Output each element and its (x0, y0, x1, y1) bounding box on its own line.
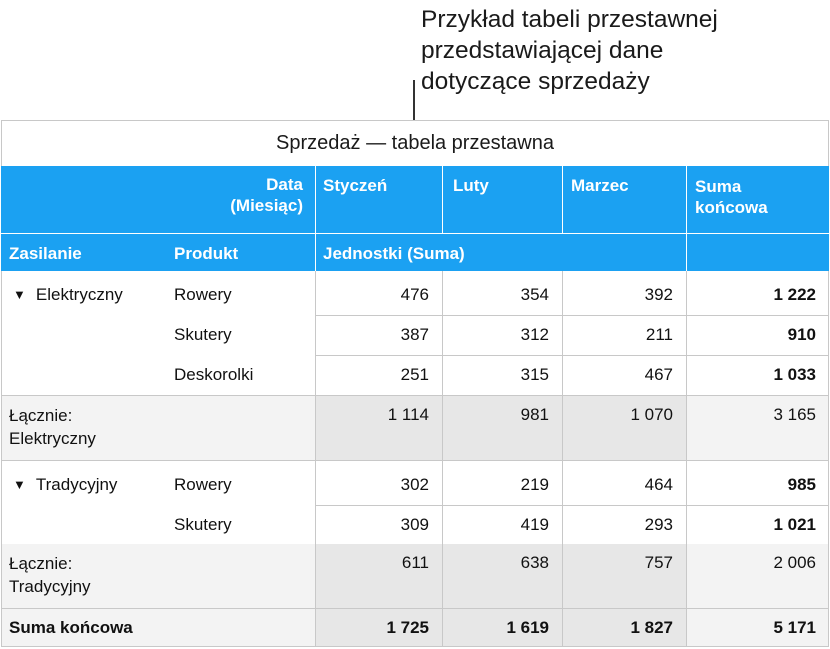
header-date-label: Data (Miesiąc) (161, 174, 315, 216)
header-date-line2: (Miesiąc) (230, 196, 303, 215)
header-date-line1: Data (266, 175, 303, 194)
subtotal-total: 2 006 (773, 553, 816, 572)
grid-line (1, 608, 829, 609)
value-cell: 312 (520, 325, 549, 344)
table-title: Sprzedaż — tabela przestawna (1, 120, 829, 166)
subtotal-label-bg (1, 544, 315, 608)
grand-total-total-bg (687, 609, 829, 647)
row-total-cell: 1 021 (773, 515, 816, 534)
value-cell: 293 (644, 515, 673, 534)
grand-total-label-bg (1, 609, 315, 647)
triangle-down-icon[interactable]: ▼ (13, 287, 26, 302)
grid-line (316, 355, 829, 356)
subheader-produkt: Produkt (174, 244, 239, 264)
header-month-2: Luty (453, 176, 489, 196)
header-total-line2: końcowa (695, 198, 768, 217)
value-cell: 387 (400, 325, 429, 344)
grand-total-values-bg (316, 609, 686, 647)
product-cell: Skutery (174, 325, 232, 344)
pivot-table: Sprzedaż — tabela przestawna Data (Miesi… (1, 120, 829, 647)
grid-line (1, 460, 829, 461)
subtotal-label-line1: Łącznie: (9, 554, 73, 573)
header-divider (686, 166, 687, 271)
subtotal-values-bg (316, 544, 686, 608)
header-divider (315, 166, 316, 271)
grand-total-total: 5 171 (773, 618, 816, 637)
callout-line-2: przedstawiającej dane (421, 37, 664, 64)
value-cell: 419 (520, 515, 549, 534)
grand-total-value: 1 725 (386, 618, 429, 637)
value-cell: 467 (644, 365, 673, 384)
value-cell: 211 (645, 325, 673, 344)
subtotal-label: Łącznie: Elektryczny (9, 404, 96, 450)
grid-line (828, 271, 829, 647)
row-total-cell: 985 (787, 475, 816, 494)
grid-line (316, 505, 829, 506)
triangle-down-icon[interactable]: ▼ (13, 477, 26, 492)
subheader-zasilanie: Zasilanie (9, 244, 82, 264)
group-name: Elektryczny (35, 285, 123, 304)
subtotal-label-line2: Elektryczny (9, 429, 96, 448)
header-total: Suma końcowa (695, 176, 768, 218)
subtotal-value: 611 (401, 553, 429, 572)
product-cell: Rowery (174, 475, 232, 494)
subtotal-value: 1 070 (630, 405, 673, 424)
header-month-3: Marzec (571, 176, 629, 196)
subtotal-value: 757 (644, 553, 673, 572)
group-label-elektryczny[interactable]: ▼ Elektryczny (13, 285, 123, 305)
value-cell: 392 (644, 285, 673, 304)
subtotal-total-bg (687, 396, 829, 460)
value-cell: 219 (520, 475, 549, 494)
callout-leader-line (413, 80, 415, 120)
header-month-1: Styczeń (323, 176, 388, 196)
value-cell: 302 (400, 475, 429, 494)
value-cell: 309 (400, 515, 429, 534)
header-row (1, 166, 829, 233)
subtotal-label-line1: Łącznie: (9, 406, 73, 425)
callout-text: Przykład tabeli przestawnej przedstawiaj… (421, 4, 718, 97)
subtotal-value: 981 (520, 405, 549, 424)
grid-line (562, 271, 563, 647)
grand-total-label: Suma końcowa (9, 618, 133, 637)
value-cell: 464 (644, 475, 673, 494)
product-cell: Rowery (174, 285, 232, 304)
callout-line-3: dotyczące sprzedaży (421, 68, 650, 95)
grid-line (686, 271, 687, 647)
group-label-tradycyjny[interactable]: ▼ Tradycyjny (13, 475, 117, 495)
product-cell: Deskorolki (174, 365, 254, 384)
row-total-cell: 910 (787, 325, 816, 344)
subtotal-total-bg (687, 544, 829, 608)
value-cell: 315 (520, 365, 549, 384)
value-cell: 251 (400, 365, 429, 384)
subtotal-label-line2: Tradycyjny (9, 577, 91, 596)
subtotal-total: 3 165 (773, 405, 816, 424)
callout-line-1: Przykład tabeli przestawnej (421, 6, 718, 33)
product-cell: Skutery (174, 515, 232, 534)
subheader-values-label: Jednostki (Suma) (323, 244, 465, 264)
grid-line (316, 315, 829, 316)
header-divider (442, 166, 443, 233)
header-total-line1: Suma (695, 177, 742, 196)
row-total-cell: 1 222 (773, 285, 816, 304)
subtotal-value: 638 (520, 553, 549, 572)
grand-total-value: 1 619 (506, 618, 549, 637)
grid-line (1, 395, 829, 396)
header-divider (1, 233, 829, 234)
subtotal-values-bg (316, 396, 686, 460)
header-divider (562, 166, 563, 233)
grid-line (442, 271, 443, 647)
subtotal-label: Łącznie: Tradycyjny (9, 552, 91, 598)
row-total-cell: 1 033 (773, 365, 816, 384)
grid-line (315, 271, 316, 647)
group-name: Tradycyjny (35, 475, 118, 494)
grid-line (1, 646, 829, 647)
grid-line (1, 271, 2, 647)
subtotal-label-bg (1, 396, 315, 460)
value-cell: 354 (520, 285, 549, 304)
grand-total-value: 1 827 (630, 618, 673, 637)
value-cell: 476 (400, 285, 429, 304)
subtotal-value: 1 114 (387, 405, 429, 424)
